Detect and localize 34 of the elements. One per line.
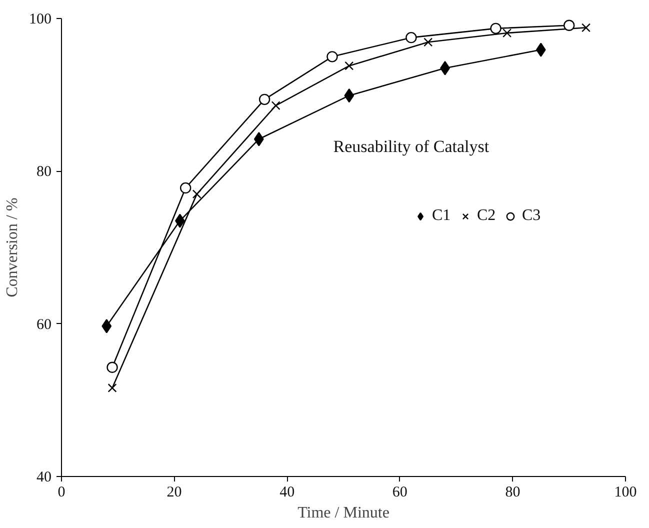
- text: Reusability of Catalyst: [333, 136, 490, 156]
- y-tick-label: 80: [36, 164, 52, 180]
- legend-label: C1: [432, 207, 452, 225]
- legend-label: C3: [522, 207, 542, 225]
- point: [344, 88, 354, 103]
- x-tick-label: 60: [392, 484, 408, 500]
- point: [326, 51, 338, 62]
- x-axis-title: Time / Minute: [298, 504, 390, 522]
- y-tick-label: 100: [29, 12, 52, 28]
- point: [102, 319, 112, 334]
- point: [424, 38, 433, 47]
- legend-label: C2: [477, 207, 497, 225]
- x-tick-label: 40: [280, 484, 295, 500]
- point: [344, 61, 354, 70]
- y-tick-label: 40: [36, 470, 52, 486]
- point: [192, 190, 202, 199]
- point: [254, 132, 264, 146]
- y-tick-label: 60: [36, 316, 52, 333]
- x-tick-label: 80: [505, 484, 520, 500]
- point: [180, 182, 192, 194]
- x-tick-label: 20: [166, 484, 182, 500]
- x-tick-label: 0: [58, 484, 66, 500]
- point: [106, 362, 118, 373]
- point: [582, 23, 591, 32]
- x-tick-label: 100: [614, 484, 637, 500]
- y-axis-title: Conversion / %: [4, 198, 21, 298]
- point: [564, 20, 575, 31]
- point: [258, 94, 270, 106]
- point: [108, 383, 117, 392]
- point: [502, 28, 512, 38]
- point: [271, 101, 280, 110]
- point: [490, 22, 502, 34]
- point: [406, 32, 417, 44]
- point: [536, 42, 546, 57]
